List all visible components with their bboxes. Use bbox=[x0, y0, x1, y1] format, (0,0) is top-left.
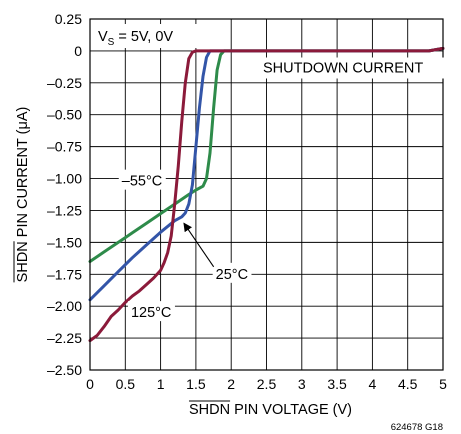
series-label-arrow bbox=[183, 222, 215, 268]
y-tick-label: –1.00 bbox=[47, 171, 82, 187]
y-axis-title-rest: PIN CURRENT (μA) bbox=[15, 107, 31, 242]
series-layer bbox=[88, 46, 445, 343]
condition-background bbox=[92, 24, 210, 48]
series-label-background bbox=[212, 262, 252, 283]
x-tick-label: 2 bbox=[227, 376, 235, 392]
x-tick-label: 4.5 bbox=[398, 376, 418, 392]
x-tick-label: 3.5 bbox=[327, 376, 347, 392]
annotation-background bbox=[258, 57, 445, 79]
x-tick-labels: 0 0.5 1 1.5 2 2.5 3 3.5 4 4.5 5 bbox=[86, 376, 447, 392]
x-tick-label: 1.5 bbox=[186, 376, 206, 392]
x-tick-label: 1 bbox=[157, 376, 165, 392]
series-label-background bbox=[118, 169, 166, 190]
supply-condition-sub: S bbox=[108, 37, 115, 48]
series-label-0: –55°C bbox=[122, 174, 162, 190]
supply-condition-prefix: V bbox=[98, 29, 108, 45]
y-tick-labels: 0.25 0 –0.25 –0.50 –0.75 –1.00 –1.25 –1.50 –1.75… bbox=[47, 11, 82, 378]
series-line-2 bbox=[88, 46, 445, 343]
y-tick-label: –1.25 bbox=[47, 202, 82, 218]
shutdown-current-annotation: SHUTDOWN CURRENT bbox=[263, 61, 423, 77]
y-tick-label: –1.50 bbox=[47, 234, 82, 250]
series-label-2: 125°C bbox=[131, 305, 171, 321]
x-tick-label: 2.5 bbox=[257, 376, 277, 392]
x-tick-label: 5 bbox=[439, 376, 447, 392]
y-tick-label: 0 bbox=[74, 43, 82, 59]
series-labels: –55°C 25°C 125°C bbox=[118, 169, 252, 322]
y-tick-label: –2.50 bbox=[47, 362, 82, 378]
x-tick-label: 0.5 bbox=[116, 376, 136, 392]
y-axis-title-overlined: SHDN bbox=[15, 241, 31, 282]
y-tick-label: –2.00 bbox=[47, 298, 82, 314]
supply-condition: VS = 5V, 0V bbox=[98, 29, 173, 48]
y-tick-label: –0.25 bbox=[47, 75, 82, 91]
y-tick-label: –2.25 bbox=[47, 330, 82, 346]
x-axis-title: SHDN PIN VOLTAGE (V) bbox=[189, 402, 352, 418]
x-tick-label: 3 bbox=[298, 376, 306, 392]
y-tick-label: –1.75 bbox=[47, 266, 82, 282]
y-tick-label: 0.25 bbox=[55, 11, 82, 27]
plot-frame bbox=[89, 18, 444, 371]
y-axis-title: SHDN PIN CURRENT (μA) bbox=[15, 107, 31, 283]
y-tick-label: –0.75 bbox=[47, 139, 82, 155]
x-tick-label: 4 bbox=[369, 376, 377, 392]
y-tick-label: –0.50 bbox=[47, 107, 82, 123]
x-axis-title-rest: PIN VOLTAGE (V) bbox=[230, 402, 352, 418]
x-axis-title-overlined: SHDN bbox=[189, 402, 230, 418]
series-label-background bbox=[127, 301, 175, 322]
x-tick-label: 0 bbox=[86, 376, 94, 392]
series-label-1: 25°C bbox=[216, 267, 248, 283]
figure-id: 624678 G18 bbox=[391, 422, 443, 433]
supply-condition-rest: = 5V, 0V bbox=[114, 29, 173, 45]
